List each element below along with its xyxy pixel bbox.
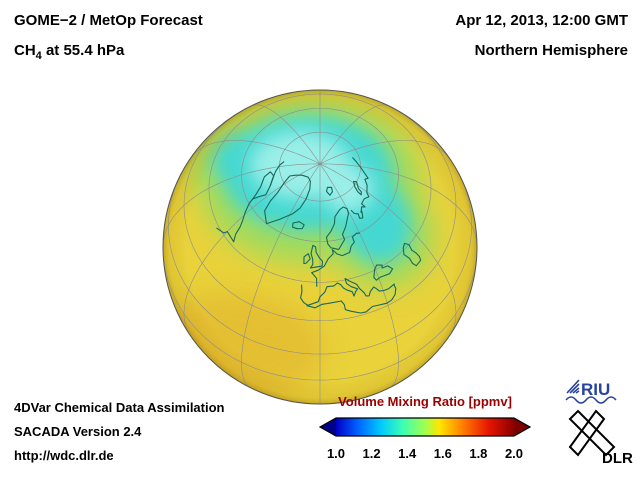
riu-logo-mark <box>565 379 617 404</box>
colorbar-tick: 2.0 <box>504 446 524 461</box>
colorbar-border <box>318 417 532 437</box>
riu-logo-text: RIU <box>581 380 610 399</box>
riu-logo: RIU <box>565 379 617 404</box>
globe-map <box>162 89 478 405</box>
subtitle-species-sub: 4 <box>35 50 42 62</box>
plot-title-block: GOME−2 / MetOp Forecast CH4 at 55.4 hPa <box>14 6 203 71</box>
colorbar-tick: 1.0 <box>326 446 346 461</box>
plot-datetime: Apr 12, 2013, 12:00 GMT <box>455 12 628 29</box>
dlr-logo-text: DLR <box>602 450 633 465</box>
plot-subtitle: CH4 at 55.4 hPa <box>14 36 203 71</box>
credit-url: http://wdc.dlr.de <box>14 448 114 463</box>
dlr-logo: DLR <box>568 409 633 465</box>
colorbar-tick: 1.8 <box>469 446 488 461</box>
colorbar <box>318 417 532 437</box>
colorbar-over-arrow <box>514 418 530 436</box>
subtitle-level: at 55.4 hPa <box>41 42 125 59</box>
colorbar-tick: 1.4 <box>398 446 417 461</box>
credit-version: SACADA Version 2.4 <box>14 424 142 439</box>
colorbar-tick: 1.2 <box>362 446 381 461</box>
colorbar-block: Volume Mixing Ratio [ppmv] <box>318 394 532 466</box>
coastlines <box>216 157 422 314</box>
plot-title: GOME−2 / MetOp Forecast <box>14 12 203 29</box>
credits-block: 4DVar Chemical Data Assimilation SACADA … <box>14 396 225 468</box>
globe-outline <box>162 89 478 405</box>
colorbar-gradient <box>336 418 514 436</box>
subtitle-species: CH <box>14 42 36 59</box>
credit-assimilation: 4DVar Chemical Data Assimilation <box>14 400 225 415</box>
dlr-logo-mark <box>568 409 616 457</box>
colorbar-under-arrow <box>320 418 336 436</box>
colorbar-title: Volume Mixing Ratio [ppmv] <box>338 394 512 409</box>
plot-hemisphere: Northern Hemisphere <box>474 42 628 59</box>
plot-datetime-block: Apr 12, 2013, 12:00 GMT Northern Hemisph… <box>455 6 628 66</box>
colorbar-tick: 1.6 <box>433 446 452 461</box>
